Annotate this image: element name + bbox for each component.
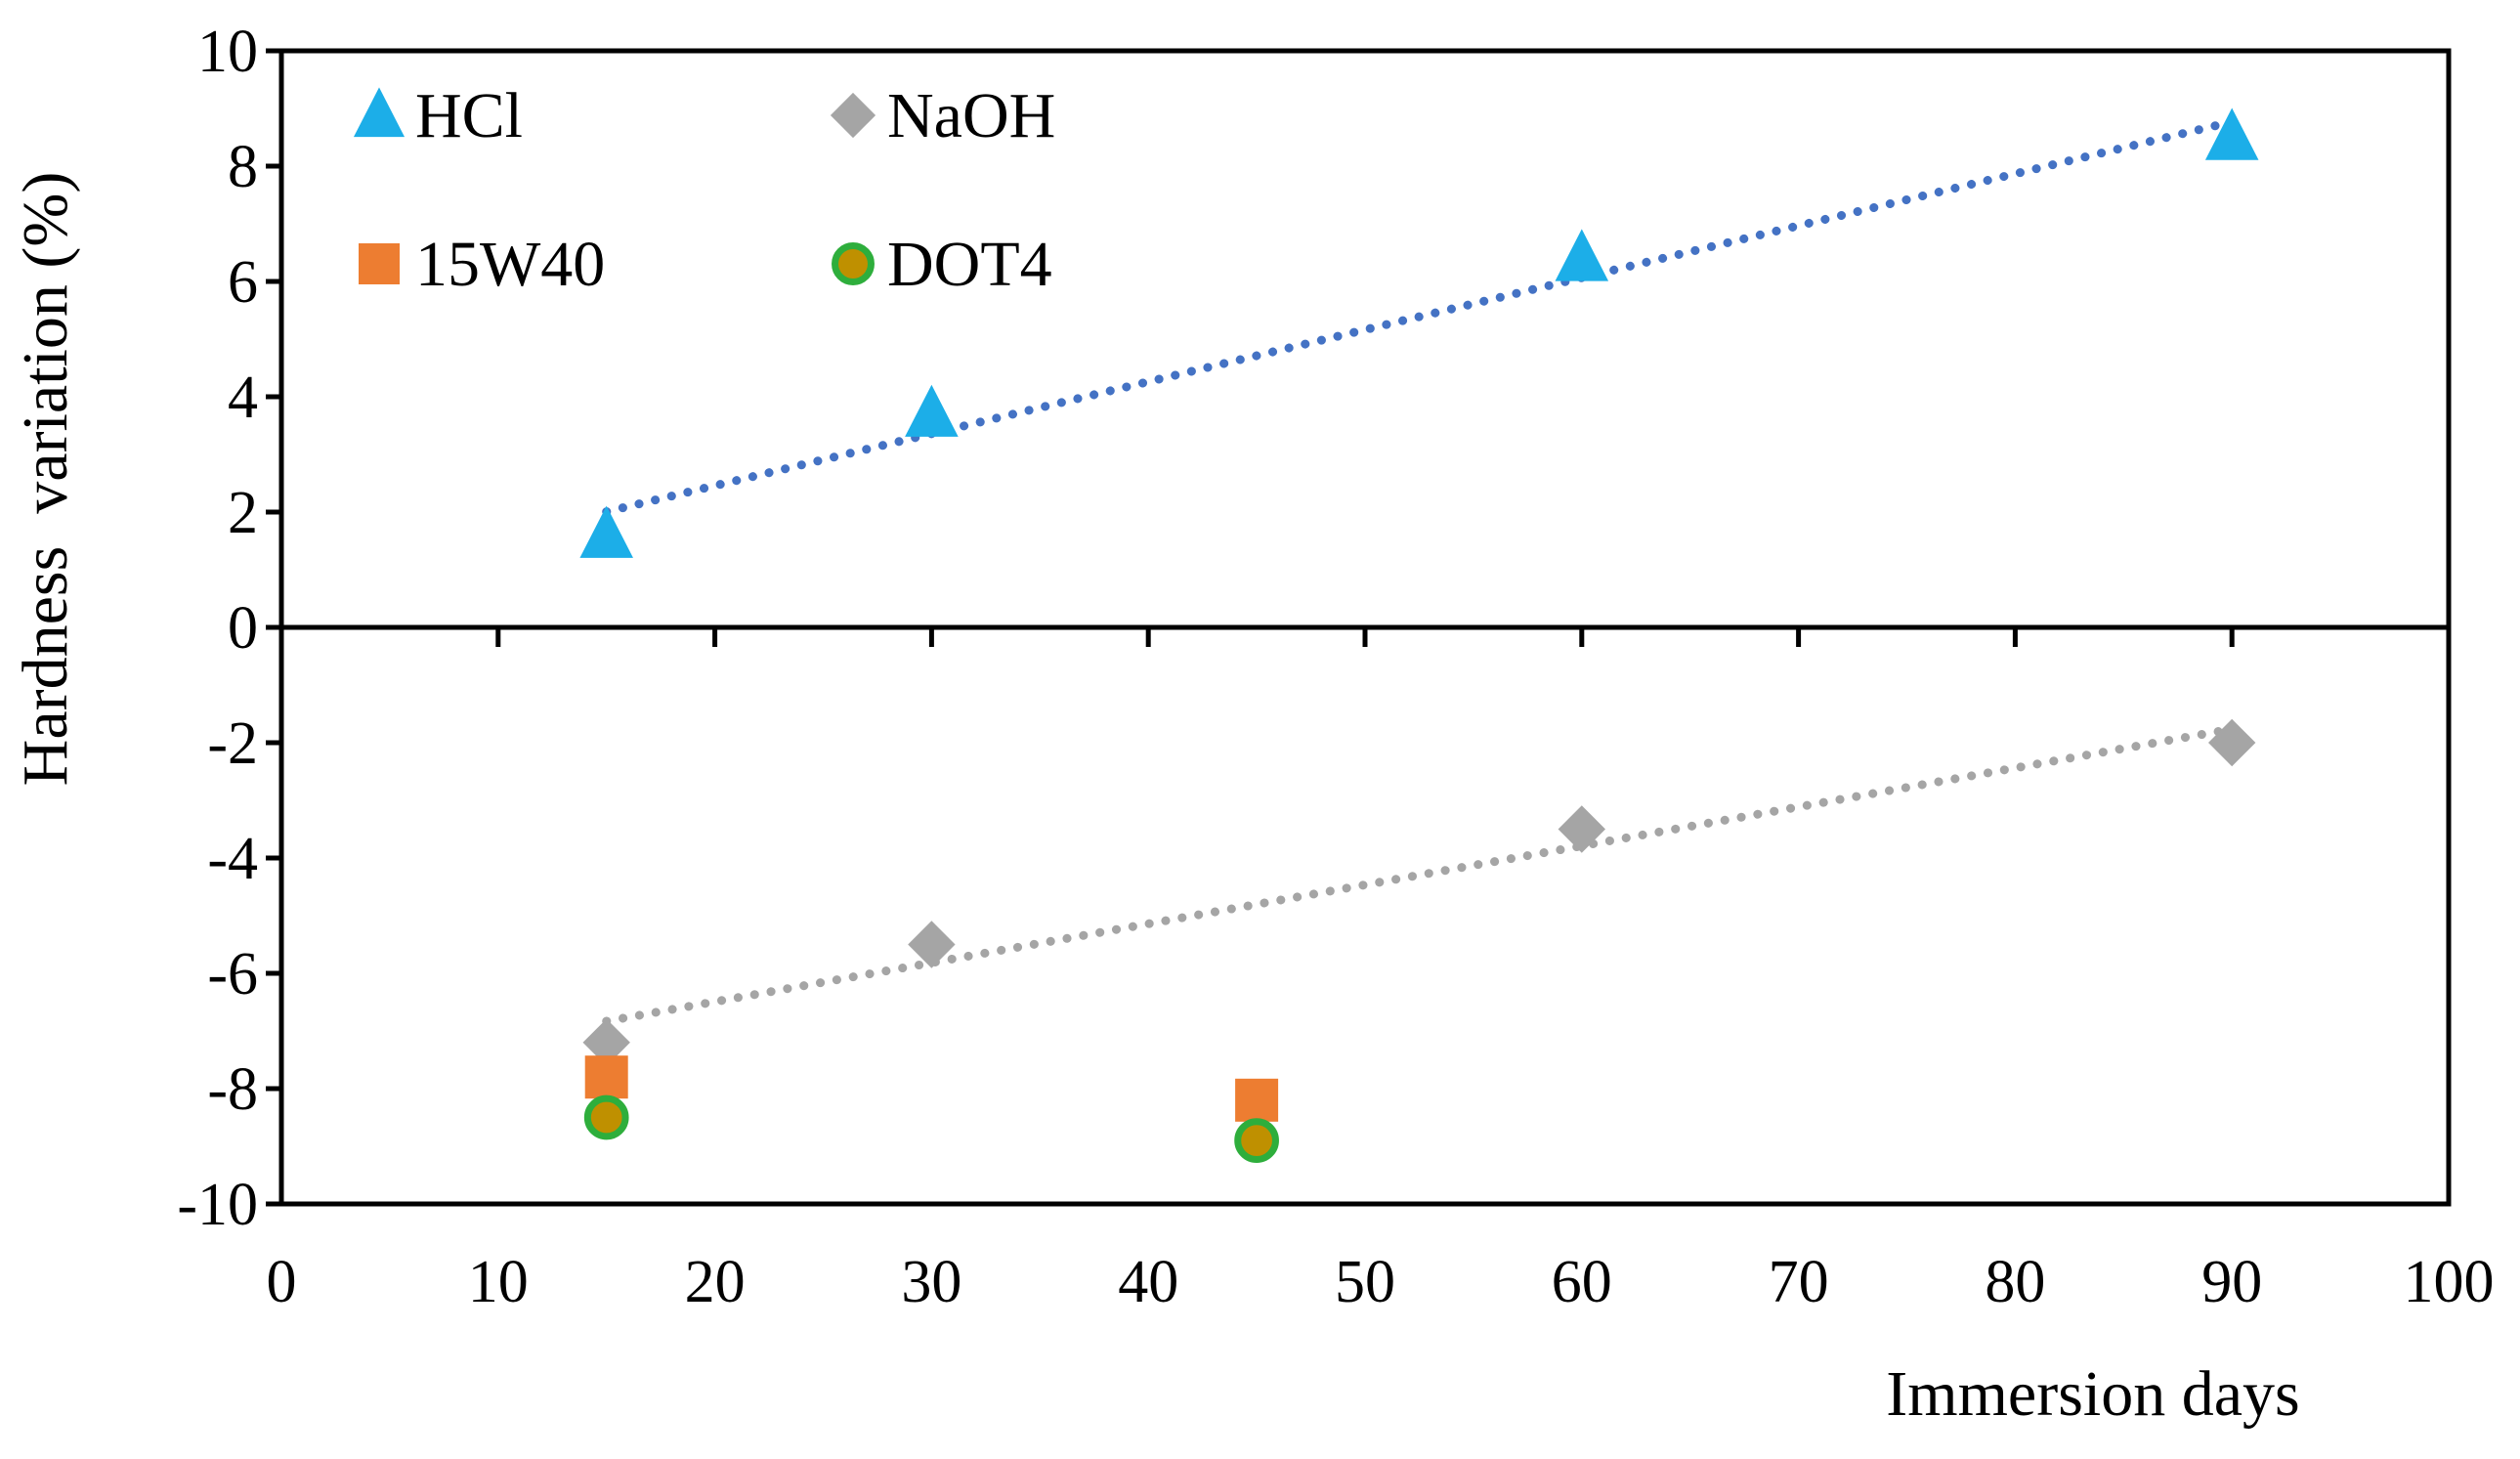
legend-dot4-label: DOT4 [887, 229, 1052, 300]
dot4-point [583, 1094, 629, 1140]
hcl-trendline [602, 117, 2237, 517]
y-tick-label: 8 [228, 134, 258, 200]
y-tick-label: -2 [207, 710, 258, 777]
x-tick-label: 10 [468, 1249, 529, 1315]
legend-naoh-marker [830, 92, 876, 139]
hcl-point [1555, 229, 1609, 281]
legend-15w40-marker [359, 243, 400, 284]
hcl-point [2204, 107, 2259, 160]
naoh-point [2208, 718, 2256, 767]
x-tick-label: 90 [2201, 1249, 2262, 1315]
y-tick-label: -4 [207, 826, 258, 892]
x-tick-label: 80 [1985, 1249, 2045, 1315]
naoh-point [582, 1018, 630, 1066]
x-tick-label: 60 [1552, 1249, 1612, 1315]
y-tick-label: 2 [228, 480, 258, 546]
x-tick-label: 30 [901, 1249, 961, 1315]
legend-dot4-marker [832, 242, 875, 285]
y-tick-label: -6 [207, 941, 258, 1008]
y-tick-label: -10 [177, 1172, 258, 1238]
y-axis-title: Hardness variation (%) [10, 172, 81, 787]
x-tick-label: 50 [1335, 1249, 1395, 1315]
y-tick-label: 0 [228, 595, 258, 662]
x-tick-label: 40 [1118, 1249, 1178, 1315]
data-points [579, 107, 2259, 1163]
y-tick-label: -8 [207, 1056, 258, 1123]
dot4-point [1234, 1118, 1279, 1163]
legend-hcl-marker [353, 87, 406, 138]
hcl-point [579, 505, 633, 558]
15w40-point [584, 1055, 628, 1099]
legend-naoh-label: NaOH [887, 80, 1055, 151]
naoh-trendline [602, 724, 2237, 1026]
trendlines [602, 117, 2237, 1026]
15w40-point [1235, 1078, 1279, 1122]
legend-15w40-label: 15W40 [415, 229, 605, 300]
legend-hcl-label: HCl [415, 80, 523, 151]
naoh-point [1558, 805, 1605, 853]
legend: HCl NaOH 15W40 DOT4 [353, 80, 1055, 300]
x-tick-label: 70 [1769, 1249, 1829, 1315]
y-tick-label: 6 [228, 249, 258, 316]
x-tick-label: 100 [2404, 1249, 2495, 1315]
x-tick-label: 20 [685, 1249, 746, 1315]
hcl-point [905, 384, 959, 437]
x-axis-title: Immersion days [1886, 1358, 2299, 1430]
y-tick-label: 4 [228, 365, 258, 431]
x-tick-label: 0 [267, 1249, 297, 1315]
naoh-point [908, 921, 956, 968]
y-tick-label: 10 [197, 19, 258, 85]
